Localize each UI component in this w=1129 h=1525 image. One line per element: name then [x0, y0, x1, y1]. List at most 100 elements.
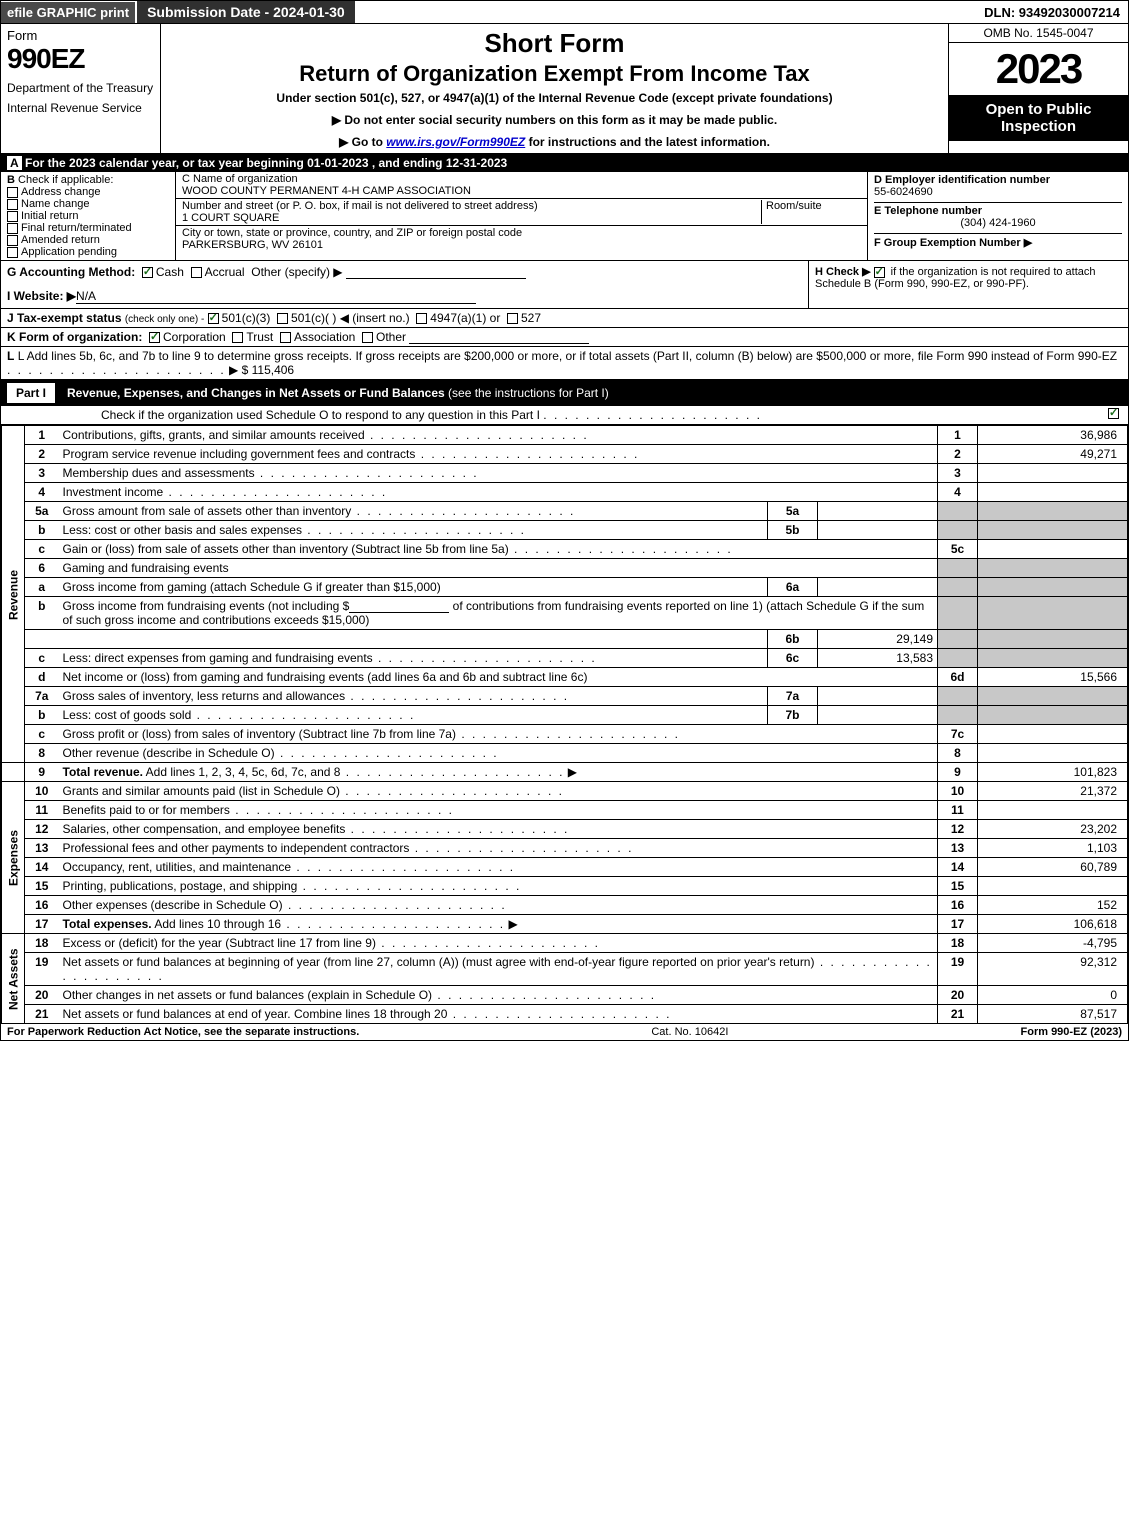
line-8-amt [978, 744, 1128, 763]
j-label: J Tax-exempt status [7, 311, 122, 325]
line-5b-row: bLess: cost or other basis and sales exp… [2, 521, 1128, 540]
form-990ez-page: efile GRAPHIC print Submission Date - 20… [0, 0, 1129, 1041]
under-section-text: Under section 501(c), 527, or 4947(a)(1)… [169, 91, 940, 105]
dept-treasury: Department of the Treasury [7, 81, 154, 95]
header-right-col: OMB No. 1545-0047 2023 Open to Public In… [948, 24, 1128, 153]
line-6b-contrib-input[interactable] [349, 599, 449, 613]
line-1-amt: 36,986 [978, 426, 1128, 445]
cash-checkbox[interactable] [142, 267, 153, 278]
line-7c-desc: Gross profit or (loss) from sales of inv… [63, 727, 456, 741]
line-9-row: 9Total revenue. Add lines 1, 2, 3, 4, 5c… [2, 763, 1128, 782]
trust-label: Trust [246, 330, 273, 344]
line-7b-inner [818, 706, 938, 725]
line-6d-row: dNet income or (loss) from gaming and fu… [2, 668, 1128, 687]
accounting-method-label: G Accounting Method: [7, 265, 135, 279]
initial-return-checkbox[interactable] [7, 211, 18, 222]
part-1-subtitle: (see the instructions for Part I) [448, 386, 609, 400]
section-d-col: D Employer identification number 55-6024… [868, 172, 1128, 260]
header-center-col: Short Form Return of Organization Exempt… [161, 24, 948, 153]
line-5c-amt [978, 540, 1128, 559]
application-pending-label: Application pending [21, 246, 117, 258]
revenue-vertical-label: Revenue [2, 426, 25, 763]
schedule-b-checkbox[interactable] [874, 267, 885, 278]
501c3-checkbox[interactable] [208, 313, 219, 324]
goto-link: ▶ Go to www.irs.gov/Form990EZ for instru… [169, 135, 940, 149]
line-9-amt: 101,823 [978, 763, 1128, 782]
line-11-row: 11Benefits paid to or for members11 [2, 801, 1128, 820]
submission-date: Submission Date - 2024-01-30 [137, 1, 355, 23]
website-value: N/A [76, 289, 476, 304]
street-label: Number and street (or P. O. box, if mail… [182, 200, 538, 212]
footer-left: For Paperwork Reduction Act Notice, see … [7, 1026, 359, 1038]
amended-return-checkbox[interactable] [7, 235, 18, 246]
j-sublabel: (check only one) - [125, 314, 204, 325]
line-4-desc: Investment income [63, 485, 164, 499]
line-19-desc: Net assets or fund balances at beginning… [63, 955, 815, 969]
accrual-label: Accrual [205, 265, 245, 279]
line-8-row: 8Other revenue (describe in Schedule O)8 [2, 744, 1128, 763]
final-return-checkbox[interactable] [7, 223, 18, 234]
association-label: Association [294, 330, 355, 344]
line-15-amt [978, 877, 1128, 896]
name-change-checkbox[interactable] [7, 199, 18, 210]
line-a-text: For the 2023 calendar year, or tax year … [25, 156, 507, 170]
line-14-desc: Occupancy, rent, utilities, and maintena… [63, 860, 292, 874]
527-checkbox[interactable] [507, 313, 518, 324]
other-org-input[interactable] [409, 330, 589, 344]
line-7b-row: bLess: cost of goods sold7b [2, 706, 1128, 725]
501c-checkbox[interactable] [277, 313, 288, 324]
line-17-amt: 106,618 [978, 915, 1128, 934]
part-1-title: Revenue, Expenses, and Changes in Net As… [67, 386, 445, 400]
line-21-desc: Net assets or fund balances at end of ye… [63, 1007, 448, 1021]
l-amount: $ 115,406 [242, 363, 295, 377]
other-org-checkbox[interactable] [362, 332, 373, 343]
b-label: B [7, 174, 15, 186]
accrual-checkbox[interactable] [191, 267, 202, 278]
l-text: L Add lines 5b, 6c, and 7b to line 9 to … [18, 349, 1117, 363]
check-if-label: Check if applicable: [18, 174, 113, 186]
line-19-row: 19Net assets or fund balances at beginni… [2, 953, 1128, 986]
tax-year: 2023 [949, 43, 1128, 95]
omb-number: OMB No. 1545-0047 [949, 24, 1128, 43]
section-bcd: B Check if applicable: Address change Na… [1, 172, 1128, 261]
phone-value: (304) 424-1960 [874, 217, 1122, 229]
city-value: PARKERSBURG, WV 26101 [182, 239, 323, 251]
city-label: City or town, state or province, country… [182, 227, 522, 239]
trust-checkbox[interactable] [232, 332, 243, 343]
net-assets-vertical-label: Net Assets [2, 934, 25, 1024]
line-2-row: 2Program service revenue including gover… [2, 445, 1128, 464]
line-18-row: Net Assets 18Excess or (deficit) for the… [2, 934, 1128, 953]
part-1-label: Part I [7, 383, 55, 403]
line-7c-row: cGross profit or (loss) from sales of in… [2, 725, 1128, 744]
line-6c-inner: 13,583 [818, 649, 938, 668]
line-10-amt: 21,372 [978, 782, 1128, 801]
line-5b-inner [818, 521, 938, 540]
line-10-desc: Grants and similar amounts paid (list in… [63, 784, 340, 798]
schedule-o-checkbox[interactable] [1108, 408, 1119, 419]
association-checkbox[interactable] [280, 332, 291, 343]
corporation-checkbox[interactable] [149, 332, 160, 343]
line-5c-desc: Gain or (loss) from sale of assets other… [63, 542, 509, 556]
section-gh: G Accounting Method: Cash Accrual Other … [1, 261, 1128, 309]
4947-checkbox[interactable] [416, 313, 427, 324]
irs-label: Internal Revenue Service [7, 101, 154, 115]
open-to-public: Open to Public Inspection [949, 95, 1128, 141]
footer-right: Form 990-EZ (2023) [1021, 1026, 1123, 1038]
irs-gov-link[interactable]: www.irs.gov/Form990EZ [386, 135, 525, 149]
line-5a-desc: Gross amount from sale of assets other t… [63, 504, 352, 518]
k-label: K Form of organization: [7, 330, 142, 344]
line-2-amt: 49,271 [978, 445, 1128, 464]
address-change-checkbox[interactable] [7, 187, 18, 198]
application-pending-checkbox[interactable] [7, 247, 18, 258]
line-10-row: Expenses 10Grants and similar amounts pa… [2, 782, 1128, 801]
501c-label: 501(c)( ) ◀ (insert no.) [291, 311, 410, 325]
line-20-amt: 0 [978, 986, 1128, 1005]
other-specify-input[interactable] [346, 265, 526, 279]
room-suite-label: Room/suite [766, 200, 822, 212]
line-6b-pre: Gross income from fundraising events (no… [63, 599, 350, 613]
line-17-desc: Add lines 10 through 16 [154, 917, 281, 931]
501c3-label: 501(c)(3) [222, 311, 271, 325]
efile-print-button[interactable]: efile GRAPHIC print [1, 2, 135, 23]
top-bar: efile GRAPHIC print Submission Date - 20… [1, 1, 1128, 24]
h-label: H Check ▶ [815, 266, 871, 278]
